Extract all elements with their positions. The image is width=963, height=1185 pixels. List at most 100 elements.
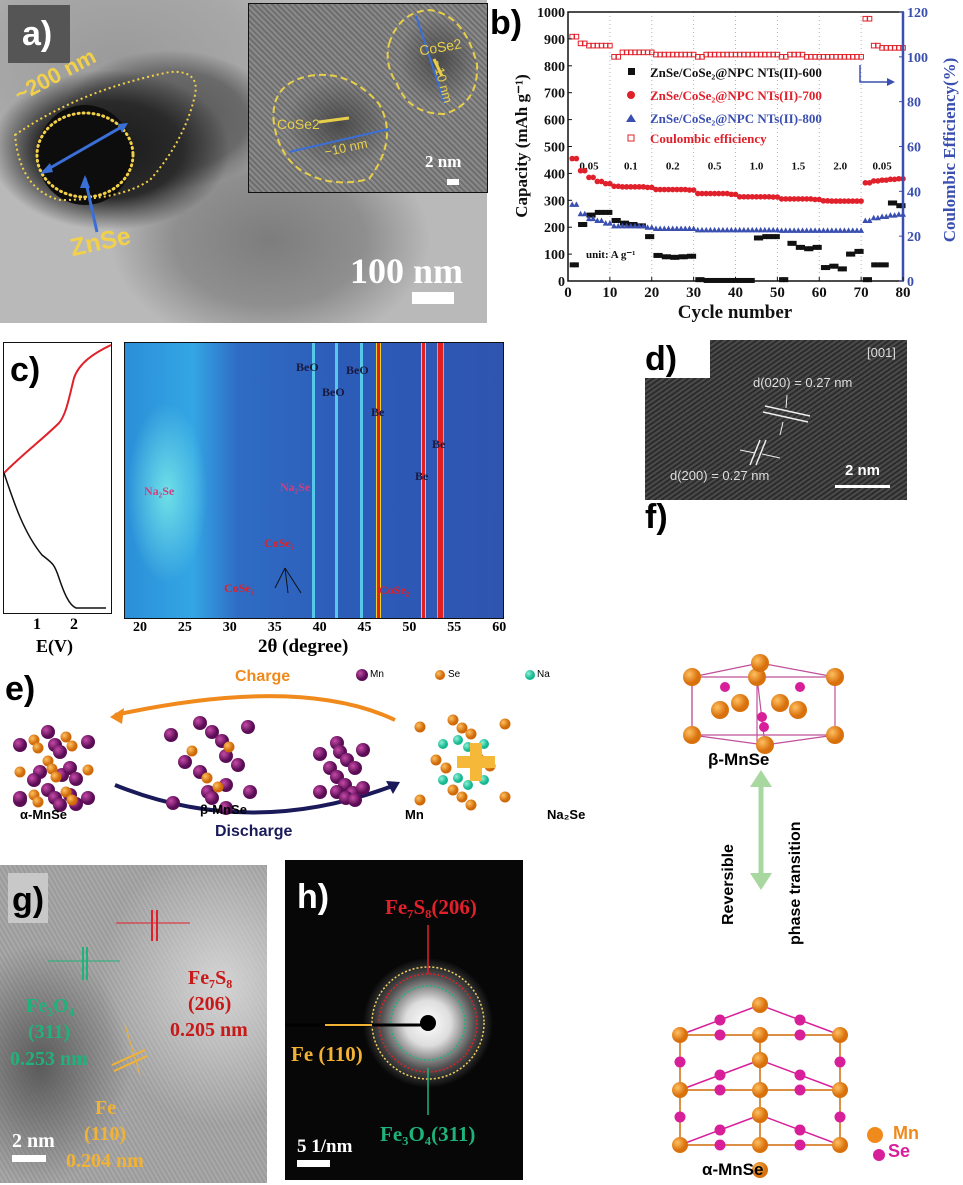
se-atom (714, 1014, 726, 1026)
data-point-700 (711, 190, 718, 197)
data-point-700 (707, 190, 714, 197)
mn-atom (348, 761, 362, 775)
data-point-800 (715, 226, 722, 233)
data-point-600 (661, 254, 667, 260)
zone-axis-label: [001] (867, 345, 896, 360)
xrd-x-tick-label: 25 (177, 620, 192, 635)
data-point-700 (590, 174, 596, 181)
data-point-700 (795, 196, 802, 202)
label-background (8, 873, 48, 923)
inset-scale-bar (447, 179, 459, 185)
data-point-600 (590, 212, 596, 218)
panel-a-label: a) (22, 15, 53, 53)
data-point-700 (611, 183, 617, 190)
legend-mn: Mn (370, 669, 384, 680)
rate-label: 1.0 (750, 160, 764, 172)
data-point-700 (849, 198, 856, 204)
data-point-600 (795, 244, 801, 250)
data-point-800 (703, 226, 710, 233)
se-atom (674, 1111, 686, 1123)
diffraction-rings (285, 925, 493, 1167)
na-atom (438, 739, 448, 749)
se-atom (60, 786, 72, 798)
beo-label: BeO (322, 385, 345, 399)
data-point-700 (724, 190, 730, 197)
data-point-800 (841, 227, 848, 233)
scale-bar (12, 1155, 46, 1162)
data-point-800 (682, 225, 689, 232)
se-atom (757, 712, 767, 722)
xrd-lines (274, 343, 444, 618)
data-point-800 (590, 215, 597, 222)
mn-atom (53, 745, 67, 759)
se-atom (14, 766, 26, 778)
data-point-700 (782, 196, 789, 202)
se-atom (32, 742, 44, 754)
mn-atom (672, 1082, 688, 1098)
beam-stop (420, 1015, 436, 1031)
data-point-ce (858, 54, 864, 60)
mn-atom (752, 1107, 768, 1123)
data-point-800 (673, 225, 680, 232)
lattice-markers (739, 394, 890, 488)
fe7s8-spacing: 0.205 nm (170, 1019, 248, 1041)
be-label: Be (432, 437, 446, 451)
mn-atom (13, 791, 27, 805)
data-point-800 (652, 225, 659, 232)
data-point-700 (891, 176, 898, 183)
data-point-700 (678, 186, 684, 193)
diffraction-line (377, 343, 380, 618)
mn-atom (752, 1027, 768, 1043)
data-point-800 (820, 227, 827, 233)
se-atom (794, 1014, 806, 1026)
data-point-700 (569, 155, 575, 162)
data-point-600 (887, 200, 893, 206)
legend-label-600: ZnSe/CoSe₂@NPC NTs(II)-600 (650, 65, 822, 80)
mn-atom (748, 668, 766, 686)
cose2-label: CoSe₂ (379, 583, 410, 597)
data-point-600 (615, 217, 621, 223)
na-atom (438, 775, 448, 785)
data-point-700 (602, 180, 609, 187)
data-point-600 (783, 277, 789, 283)
data-point-700 (854, 198, 860, 204)
data-point-700 (686, 187, 693, 193)
data-point-700 (607, 180, 613, 187)
diffraction-line (360, 343, 363, 618)
data-point-600 (858, 248, 864, 254)
xrd-x-tick-label: 35 (267, 620, 282, 635)
reversible-label: Reversible (720, 844, 737, 925)
se-atom (186, 745, 198, 757)
data-point-600 (678, 254, 684, 260)
data-point-600 (829, 263, 835, 269)
data-point-800 (640, 222, 647, 229)
data-point-800 (866, 217, 873, 223)
legend-marker-square (628, 68, 635, 75)
data-point-700 (594, 178, 601, 185)
se-atom (212, 781, 224, 793)
data-point-600 (892, 200, 898, 206)
data-point-700 (883, 177, 890, 183)
data-point-600 (594, 209, 600, 215)
mn-atom (348, 793, 362, 807)
data-point-700 (778, 196, 785, 202)
data-point-600 (774, 234, 780, 240)
data-point-800 (740, 226, 747, 233)
data-point-700 (829, 198, 835, 204)
data-point-600 (875, 262, 881, 268)
data-point-700 (573, 155, 580, 162)
data-point-800 (770, 226, 777, 233)
y-tick-label: 400 (544, 167, 565, 182)
y-tick-label: 300 (544, 194, 565, 209)
data-point-800 (598, 217, 605, 223)
mn-atom (672, 1137, 688, 1153)
data-point-600 (686, 253, 692, 259)
data-point-800 (669, 225, 676, 232)
data-point-800 (665, 225, 672, 232)
mn-atom (53, 798, 67, 812)
data-point-800 (728, 226, 735, 233)
x-tick-label: 80 (896, 285, 911, 301)
rate-unit-label: unit: A g⁻¹ (586, 249, 635, 261)
cose2-label-1: CoSe2 (277, 116, 320, 132)
mn-atom (164, 728, 178, 742)
